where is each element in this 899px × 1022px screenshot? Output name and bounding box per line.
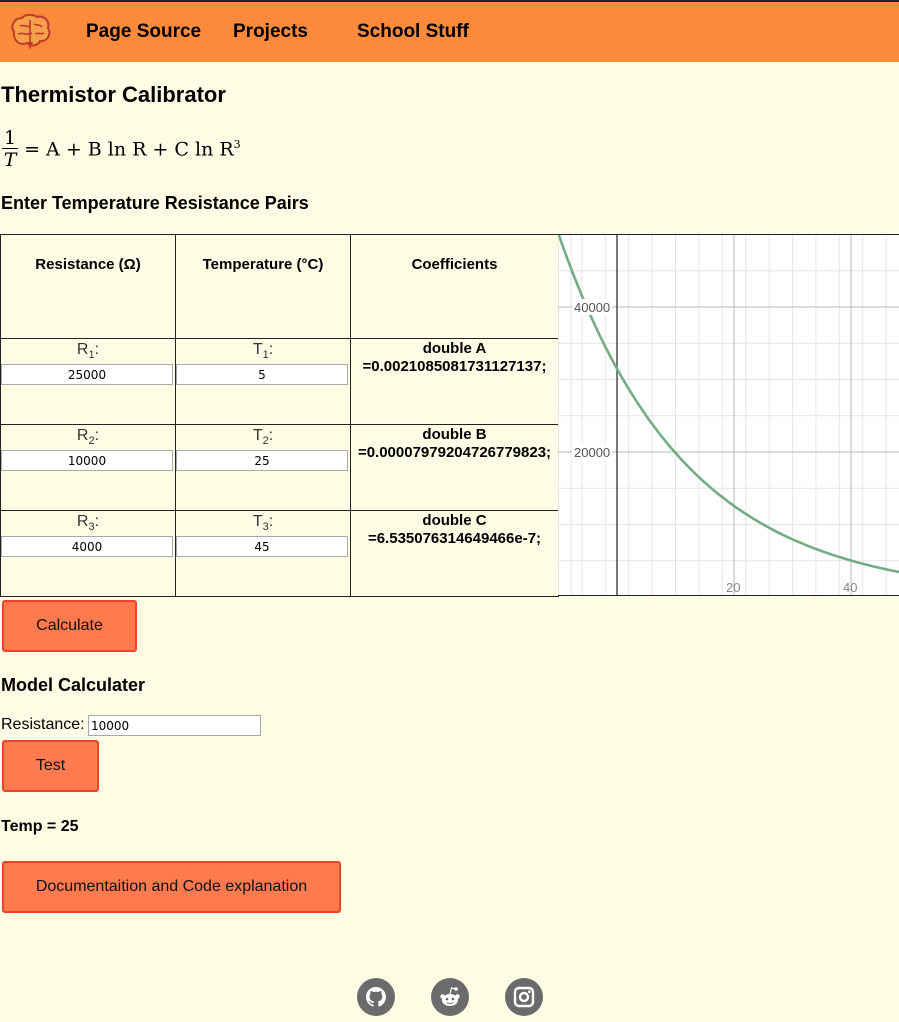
formula: 1 T = A + B ln R + C ln R3: [2, 128, 241, 171]
formula-rhs: = A + B ln R + C ln R3: [24, 138, 241, 161]
t3-label: T3:: [252, 513, 274, 534]
y-tick-label: 40000: [574, 300, 610, 315]
r1-input[interactable]: [1, 364, 173, 386]
header-resistance: Resistance (Ω): [0, 234, 176, 339]
r1-label: R1:: [76, 341, 100, 362]
github-link[interactable]: [357, 978, 395, 1016]
table-row: R2: T2: double B =0.00007979204726779823…: [0, 424, 559, 511]
coef-a-value: =0.0021085081731127137;: [362, 358, 547, 375]
calibration-table: Resistance (Ω) Temperature (°C) Coeffici…: [0, 234, 559, 597]
reddit-link[interactable]: [431, 978, 469, 1016]
resistance-label: Resistance:: [1, 716, 85, 733]
temp-result: Temp = 25: [1, 818, 79, 835]
t2-input[interactable]: [176, 450, 348, 472]
nav-page-source[interactable]: Page Source: [86, 21, 202, 42]
resistance-temperature-graph[interactable]: 40000 20000 20 40: [558, 235, 899, 595]
y-tick-label: 20000: [574, 445, 610, 460]
section-title-model: Model Calculater: [1, 675, 146, 695]
coef-c-name: double C: [422, 512, 487, 529]
coef-b-value: =0.00007979204726779823;: [357, 444, 552, 461]
resistance-input[interactable]: [88, 715, 261, 736]
r3-label: R3:: [76, 513, 100, 534]
r2-input[interactable]: [1, 450, 173, 472]
calculate-button[interactable]: Calculate: [2, 600, 137, 652]
r2-label: R2:: [76, 427, 100, 448]
table-row: R1: T1: double A =0.0021085081731127137;: [0, 338, 559, 425]
formula-denominator: T: [3, 149, 17, 171]
formula-numerator: 1: [2, 127, 19, 149]
x-tick-label: 40: [843, 580, 857, 595]
table-row: R3: T3: double C =6.535076314649466e-7;: [0, 510, 559, 597]
thermistor-curve: [558, 235, 899, 574]
instagram-link[interactable]: [505, 978, 543, 1016]
section-title-pairs: Enter Temperature Resistance Pairs: [1, 193, 309, 213]
instagram-icon: [513, 986, 535, 1008]
nav-school-stuff[interactable]: School Stuff: [357, 21, 469, 42]
graph-panel[interactable]: 40000 20000 20 40: [558, 234, 899, 596]
nav-projects[interactable]: Projects: [233, 21, 308, 42]
coef-a-name: double A: [422, 340, 487, 357]
documentation-button[interactable]: Documentaition and Code explanation: [2, 861, 341, 913]
t2-label: T2:: [252, 427, 274, 448]
test-button[interactable]: Test: [2, 740, 99, 792]
r3-input[interactable]: [1, 536, 173, 558]
brain-icon[interactable]: [8, 12, 52, 52]
top-nav: Page Source Projects School Stuff: [0, 0, 899, 62]
t1-label: T1:: [252, 341, 274, 362]
t3-input[interactable]: [176, 536, 348, 558]
reddit-icon: [440, 987, 460, 1006]
coef-c-value: =6.535076314649466e-7;: [367, 530, 542, 547]
header-temperature: Temperature (°C): [175, 234, 351, 339]
page-title: Thermistor Calibrator: [1, 82, 226, 107]
header-coefficients: Coefficients: [350, 234, 559, 339]
github-icon: [366, 987, 386, 1007]
x-tick-label: 20: [726, 580, 740, 595]
coef-b-name: double B: [422, 426, 487, 443]
t1-input[interactable]: [176, 364, 348, 386]
